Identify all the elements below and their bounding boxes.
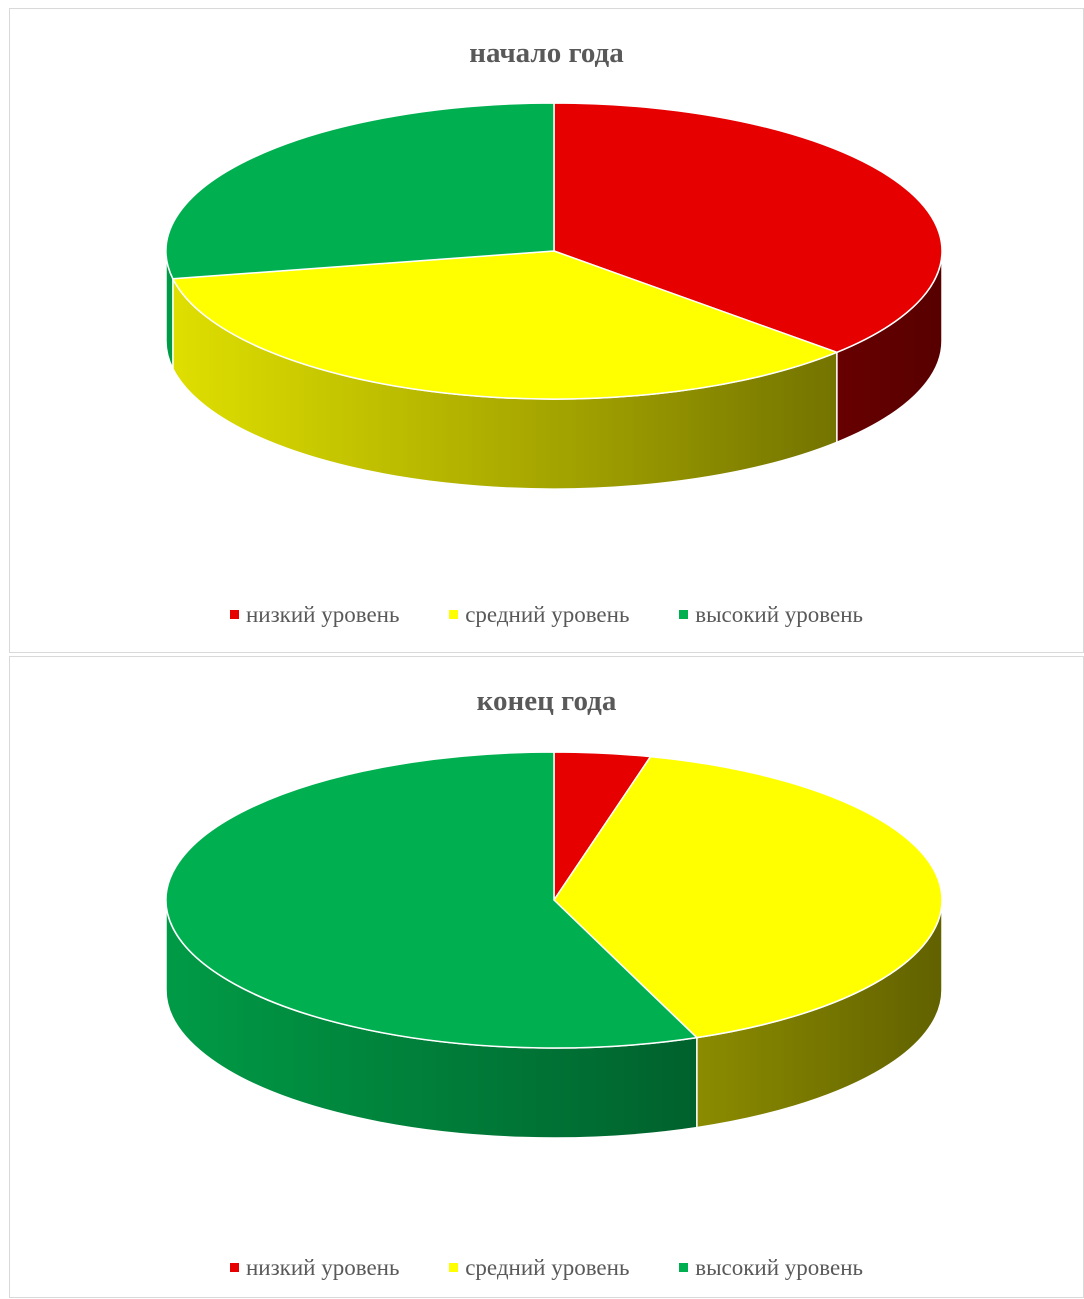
legend: низкий уровень средний уровень высокий у… — [10, 602, 1083, 628]
legend-label-high: высокий уровень — [695, 1255, 863, 1280]
legend-swatch-medium — [449, 1263, 459, 1273]
pie-chart-end-of-year — [165, 751, 943, 1139]
chart-title: конец года — [476, 685, 617, 717]
slice-high — [165, 751, 699, 1049]
legend-item-medium: средний уровень — [449, 602, 629, 628]
legend-item-medium: средний уровень — [449, 1255, 629, 1281]
chart-title: начало года — [469, 37, 624, 69]
legend-item-high: высокий уровень — [679, 602, 863, 628]
legend-label-medium: средний уровень — [465, 602, 630, 627]
legend-label-medium: средний уровень — [465, 1255, 630, 1280]
legend-swatch-high — [679, 1263, 689, 1273]
chart-panel-end-of-year: конец года низкий уровень средний уровен… — [9, 656, 1084, 1298]
pie-chart-start-of-year — [165, 102, 943, 490]
legend-swatch-high — [679, 610, 689, 620]
legend-swatch-low — [229, 1263, 239, 1273]
legend-swatch-medium — [449, 610, 459, 620]
legend-swatch-low — [229, 610, 239, 620]
legend: низкий уровень средний уровень высокий у… — [10, 1255, 1083, 1281]
chart-panel-start-of-year: начало года низкий уровень средний урове… — [9, 8, 1084, 653]
legend-item-low: низкий уровень — [229, 602, 400, 628]
legend-item-high: высокий уровень — [679, 1255, 863, 1281]
slice-high — [165, 102, 555, 280]
slice-medium — [553, 755, 943, 1039]
slice-medium — [171, 250, 839, 400]
slice-low — [553, 102, 943, 354]
legend-label-low: низкий уровень — [245, 1255, 400, 1280]
legend-label-low: низкий уровень — [245, 602, 400, 627]
legend-label-high: высокий уровень — [695, 602, 863, 627]
legend-item-low: низкий уровень — [229, 1255, 400, 1281]
